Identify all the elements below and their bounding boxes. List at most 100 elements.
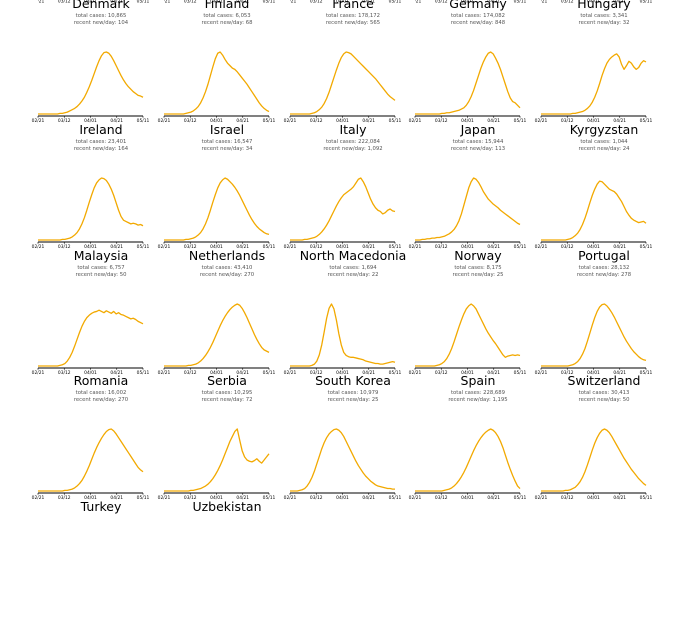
panel-plot: 02/21 03/12 04/01 04/21 05/11 [284, 303, 402, 376]
x-tick-label: 02/21 [535, 370, 548, 376]
x-tick-label: 04/21 [110, 118, 123, 124]
x-tick-label: 02/21 [284, 495, 297, 501]
x-tick-label: 03/12 [58, 495, 71, 501]
x-tick-label: 02/21 [158, 370, 171, 376]
x-tick-label: 02/21 [158, 495, 171, 501]
x-tick-label: 02/21 [535, 118, 548, 124]
country-title: Kyrgyzstan [569, 122, 639, 137]
series-line [38, 51, 144, 115]
country-title: Israel [209, 122, 245, 137]
x-tick-label: 02/21 [158, 244, 171, 250]
x-tick-label: 03/12 [435, 0, 448, 4]
x-tick-label: 04/21 [487, 370, 500, 376]
country-title: Netherlands [188, 248, 266, 263]
x-tick-label: 04/21 [236, 244, 249, 250]
panel-plot: 02/21 03/12 04/01 04/21 05/11 [535, 428, 653, 501]
x-tick-label: 04/01 [84, 495, 97, 501]
x-tick-label: 04/21 [236, 495, 249, 501]
total-cases-label: total cases: 222,084 [325, 139, 381, 145]
x-tick-label: 05/11 [389, 118, 402, 124]
country-panel: Romania total cases: 16,002 recent new/day… [32, 373, 164, 501]
x-tick-label: 03/12 [310, 118, 323, 124]
x-tick-label: 04/21 [110, 370, 123, 376]
x-tick-label: 05/11 [137, 118, 150, 124]
x-tick-label: 04/01 [84, 370, 97, 376]
total-cases-label: total cases: 6,053 [203, 13, 251, 19]
x-tick-label: 02/21 [284, 244, 297, 250]
panel-plot: 02/21 03/12 04/01 04/21 05/11 [535, 180, 653, 250]
recent-new-per-day-label: recent new/day: 113 [450, 145, 506, 152]
x-tick-label: 04/01 [336, 244, 349, 250]
x-tick-label: 04/01 [587, 118, 600, 124]
x-tick-label: 02/21 [409, 244, 422, 250]
country-panel: Netherlands total cases: 43,410 recent new… [158, 248, 290, 376]
recent-new-per-day-label: recent new/day: 22 [327, 271, 379, 278]
country-title: Italy [339, 122, 367, 137]
x-tick-label: 04/01 [336, 118, 349, 124]
x-tick-label: 04/01 [461, 244, 474, 250]
panel-plot: 02/21 03/12 04/01 04/21 05/11 [409, 51, 527, 124]
x-tick-label: 02/21 [32, 244, 45, 250]
series-line [541, 303, 647, 367]
x-tick-label: 04/21 [110, 244, 123, 250]
recent-new-per-day-label: recent new/day: 1,195 [448, 396, 508, 403]
country-panel: Israel total cases: 16,547 recent new/day:… [158, 122, 290, 250]
x-tick-label: 03/12 [184, 244, 197, 250]
country-title: North Macedonia [299, 248, 407, 263]
country-title: Germany [449, 0, 507, 11]
recent-new-per-day-label: recent new/day: 32 [578, 19, 630, 26]
country-panel: Uzbekistan [164, 499, 290, 625]
x-tick-label: 04/21 [236, 118, 249, 124]
x-tick-label: 02/21 [284, 118, 297, 124]
x-tick-label: 05/11 [514, 495, 527, 501]
country-title: Finland [204, 0, 250, 11]
panel-plot: 02/21 03/12 04/01 04/21 05/11 [32, 309, 150, 376]
clipped-axis: 02/21 03/12 04/01 04/21 05/11 [290, 0, 402, 4]
x-tick-label: 02/21 [32, 118, 45, 124]
total-cases-label: total cases: 178,172 [325, 13, 381, 19]
x-tick-label: 03/12 [310, 244, 323, 250]
x-tick-label: 03/12 [435, 244, 448, 250]
panel-plot: 02/21 03/12 04/01 04/21 05/11 [158, 428, 276, 501]
x-tick-label: 05/11 [263, 0, 276, 4]
country-title: Denmark [72, 0, 130, 11]
x-tick-label: 04/21 [362, 118, 375, 124]
x-tick-label: 05/11 [137, 495, 150, 501]
country-panel: Italy total cases: 222,084 recent new/day:… [284, 122, 416, 250]
recent-new-per-day-label: recent new/day: 270 [199, 271, 255, 278]
x-tick-label: 04/21 [362, 370, 375, 376]
panel-plot: 02/21 03/12 04/01 04/21 05/11 [409, 303, 527, 376]
total-cases-label: total cases: 1,694 [329, 265, 377, 271]
country-panel: South Korea total cases: 10,979 recent new… [284, 373, 416, 501]
x-tick-label: 04/21 [613, 244, 626, 250]
recent-new-per-day-label: recent new/day: 1,092 [323, 145, 383, 152]
country-title: France [332, 0, 374, 11]
x-tick-label: 04/01 [461, 370, 474, 376]
x-tick-label: 04/01 [336, 0, 349, 4]
x-tick-label: 02/21 [415, 0, 422, 4]
panel-plot: 02/21 03/12 04/01 04/21 05/11 [409, 428, 527, 501]
country-title: Turkey [80, 499, 122, 514]
x-tick-label: 03/12 [58, 370, 71, 376]
x-tick-label: 03/12 [184, 118, 197, 124]
panel-plot: 02/21 03/12 04/01 04/21 05/11 [158, 51, 276, 124]
country-panel: France total cases: 178,172 recent new/day… [284, 0, 416, 124]
recent-new-per-day-label: recent new/day: 24 [578, 145, 630, 152]
x-tick-label: 05/11 [137, 244, 150, 250]
clipped-axis: 02/21 03/12 04/01 04/21 05/11 [164, 0, 276, 4]
recent-new-per-day-label: recent new/day: 34 [201, 145, 253, 152]
x-tick-label: 03/12 [310, 0, 323, 4]
x-tick-label: 02/21 [409, 370, 422, 376]
x-tick-label: 02/21 [32, 495, 45, 501]
x-tick-label: 04/01 [336, 495, 349, 501]
panel-plot: 02/21 03/12 04/01 04/21 05/11 [284, 177, 402, 250]
series-line [415, 428, 521, 492]
total-cases-label: total cases: 16,002 [75, 390, 127, 396]
country-panel: Serbia total cases: 10,295 recent new/day:… [158, 373, 290, 501]
panel-plot: 02/21 03/12 04/01 04/21 05/11 [284, 51, 402, 124]
x-tick-label: 02/21 [535, 495, 548, 501]
x-tick-label: 05/11 [640, 0, 653, 4]
x-tick-label: 05/11 [389, 0, 402, 4]
x-tick-label: 04/01 [461, 495, 474, 501]
series-line [38, 177, 144, 241]
